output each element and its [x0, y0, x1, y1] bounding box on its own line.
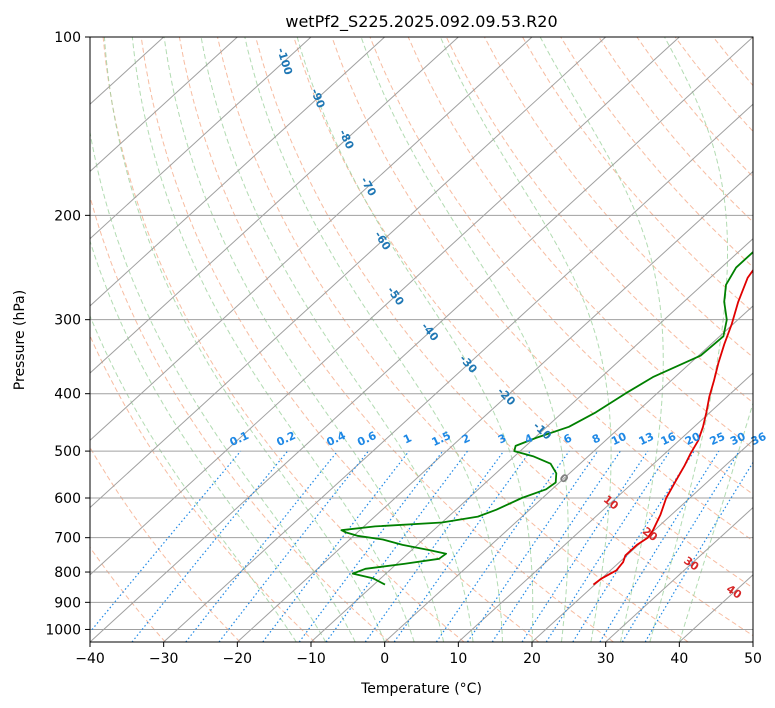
moist-adiabat-line: [90, 129, 356, 642]
y-tick-label: 800: [54, 565, 81, 581]
isotherm-line: [90, 37, 459, 374]
x-tick-label: 40: [670, 651, 688, 667]
moist-adiabat-line: [678, 401, 753, 642]
y-tick-label: 100: [54, 30, 81, 46]
mixing-ratio-line: [393, 450, 531, 642]
isotherm-line: [163, 103, 753, 642]
dry-adiabat-line: [140, 37, 540, 642]
moist-adiabat-line: [296, 37, 534, 642]
x-tick-label: 20: [523, 651, 541, 667]
dry-adiabat-line: [90, 334, 316, 642]
dry-adiabat-line: [217, 37, 689, 642]
chart-title: wetPf2_S225.2025.092.09.53.R20: [285, 12, 557, 32]
y-axis-label: Pressure (hPa): [12, 290, 28, 390]
isotherm-line: [236, 170, 753, 642]
moist-adiabat-line: [90, 239, 327, 642]
y-tick-label: 300: [54, 313, 81, 329]
mixing-ratio-label: 30: [728, 430, 748, 448]
x-axis: −40 −30 −20 −10 0 10 20 30 40 50: [75, 642, 762, 667]
isotherm-line: [90, 37, 312, 240]
isotherm-line: [457, 372, 753, 642]
mixing-ratio-line: [185, 450, 339, 642]
isotherm-line: [90, 37, 607, 509]
mixing-ratio-line: [262, 450, 410, 642]
dry-adiabat-line: [178, 37, 614, 642]
mixing-ratio-label: 36: [749, 430, 769, 448]
dry-adiabat-line: [369, 37, 753, 495]
isotherm-line: [605, 506, 753, 642]
x-tick-label: 10: [449, 651, 467, 667]
y-tick-label: 1000: [45, 622, 81, 638]
mixing-ratio-line: [621, 450, 740, 642]
y-tick-label: 600: [54, 491, 81, 507]
isotherm-line: [384, 305, 753, 642]
mixing-ratio-label: 20: [683, 430, 703, 448]
mixing-ratio-line: [466, 450, 599, 642]
y-tick-label: 700: [54, 531, 81, 547]
mixing-ratio-label: 10: [609, 430, 629, 448]
mixing-ratio-label: 13: [637, 430, 656, 448]
dry-adiabat-line: [522, 37, 753, 313]
isotherm-line: [90, 37, 753, 642]
moist-adiabat-line: [439, 37, 612, 642]
x-tick-label: −10: [296, 651, 326, 667]
isotherm-line: [90, 37, 386, 307]
background-lines: [90, 37, 753, 642]
x-tick-label: 30: [597, 651, 615, 667]
moist-adiabat-line: [131, 37, 415, 642]
isotherm-line: [310, 237, 753, 642]
moist-adiabat-line: [244, 37, 503, 642]
mixing-ratio-label: 25: [708, 430, 727, 448]
x-tick-label: −30: [149, 651, 179, 667]
y-tick-label: 900: [54, 595, 81, 611]
mixing-ratio-line: [545, 450, 671, 642]
y-axis: 100 200 300 400 500 600 700 800 900 1000: [45, 30, 90, 638]
mixing-ratio-line: [364, 450, 505, 642]
y-tick-label: 200: [54, 208, 81, 224]
mixing-ratio-line: [325, 450, 468, 642]
y-tick-label: 400: [54, 387, 81, 403]
profile-line: [592, 268, 753, 586]
isotherm-line: [90, 37, 680, 576]
x-tick-label: −20: [223, 651, 253, 667]
isotherm-line: [90, 37, 238, 173]
moist-adiabat-line: [539, 37, 664, 642]
x-axis-label: Temperature (°C): [360, 681, 482, 697]
mixing-ratio-line: [298, 450, 444, 642]
isotherm-line: [90, 37, 533, 442]
y-tick-label: 500: [54, 444, 81, 460]
x-tick-label: −40: [75, 651, 105, 667]
mixing-ratio-line: [90, 450, 242, 633]
x-tick-label: 50: [744, 651, 762, 667]
mixing-ratio-label: 16: [659, 430, 679, 448]
dry-adiabat-line: [102, 37, 465, 642]
dry-adiabat-line: [293, 37, 753, 589]
mixing-ratio-line: [131, 450, 289, 642]
dry-adiabat-line: [445, 37, 753, 404]
mixing-ratio-line: [435, 450, 570, 642]
dry-adiabat-line: [90, 446, 241, 642]
moist-adiabat-line: [200, 37, 474, 642]
x-tick-label: 0: [380, 651, 389, 667]
profile-line: [340, 250, 753, 586]
moist-adiabat-line: [90, 314, 297, 642]
moist-adiabat-line: [163, 37, 445, 642]
mixing-ratio-line: [491, 450, 621, 642]
mixing-ratio-line: [521, 450, 649, 642]
plot-frame: [89, 36, 754, 643]
moist-adiabat-line: [649, 37, 728, 642]
profile-traces: [340, 250, 753, 586]
moist-adiabat-line: [360, 37, 569, 642]
